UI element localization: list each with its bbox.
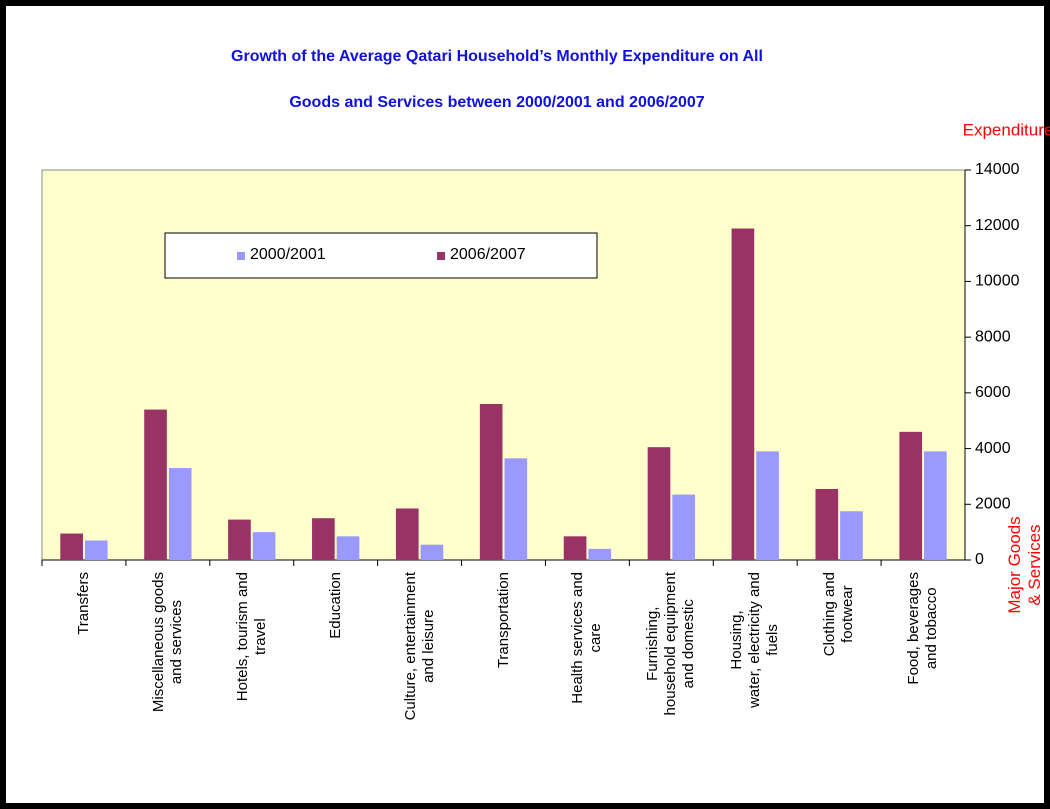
bar	[420, 544, 444, 560]
bar	[395, 508, 419, 560]
x-axis-label: Major Goods & Services	[1005, 516, 1044, 614]
x-tick-label: Clothing and footwear	[821, 572, 857, 657]
legend-swatch	[437, 252, 445, 260]
bar	[479, 404, 503, 560]
x-tick-label: Health services and care	[569, 572, 605, 704]
bar	[731, 228, 755, 560]
bar	[228, 519, 251, 560]
chart-subtitle: Goods and Services between 2000/2001 and…	[289, 94, 704, 111]
y-tick-label: 10000	[975, 273, 1020, 290]
x-tick-label: Culture, entertainment and leisure	[401, 572, 437, 721]
bar	[588, 548, 612, 560]
x-tick-label: Furnishing, household equipment and dome…	[644, 572, 698, 716]
legend	[164, 232, 598, 279]
x-tick-label: Education	[326, 572, 344, 639]
x-tick-label: Miscellaneous goods and services	[149, 572, 185, 713]
bar	[840, 511, 863, 560]
bar	[312, 518, 335, 560]
legend-swatch	[237, 252, 245, 260]
y-tick-label: 6000	[975, 384, 1011, 401]
chart-title: Growth of the Average Qatari Household’s…	[231, 48, 763, 65]
y-tick-label: 2000	[975, 496, 1011, 513]
bar	[647, 447, 671, 560]
bar	[336, 536, 360, 560]
x-tick-label: Hotels, tourism and travel	[233, 572, 269, 702]
bar	[84, 540, 108, 560]
bar	[924, 451, 947, 560]
bar	[563, 536, 587, 560]
y-tick-label: 0	[975, 551, 984, 568]
x-tick-label: Housing, water, electricity and fuels	[728, 572, 782, 708]
bar	[815, 488, 839, 560]
y-tick-label: 8000	[975, 328, 1011, 345]
bar	[60, 533, 83, 560]
legend-label: 2000/2001	[250, 246, 326, 263]
bar	[899, 431, 923, 560]
x-tick-label: Transfers	[74, 572, 92, 635]
x-tick-label: Transportation	[494, 572, 512, 669]
bar	[168, 468, 192, 560]
bar	[504, 458, 528, 560]
bar	[672, 494, 695, 560]
y-tick-label: 14000	[975, 161, 1020, 178]
bar	[144, 409, 167, 560]
x-tick-label: Food, beverages and tobacco	[905, 572, 941, 685]
bar	[756, 451, 779, 560]
legend-label: 2006/2007	[450, 246, 526, 263]
y-axis-label: Expenditure	[963, 120, 1050, 139]
y-tick-label: 12000	[975, 217, 1020, 234]
bar	[252, 532, 276, 560]
y-tick-label: 4000	[975, 440, 1011, 457]
